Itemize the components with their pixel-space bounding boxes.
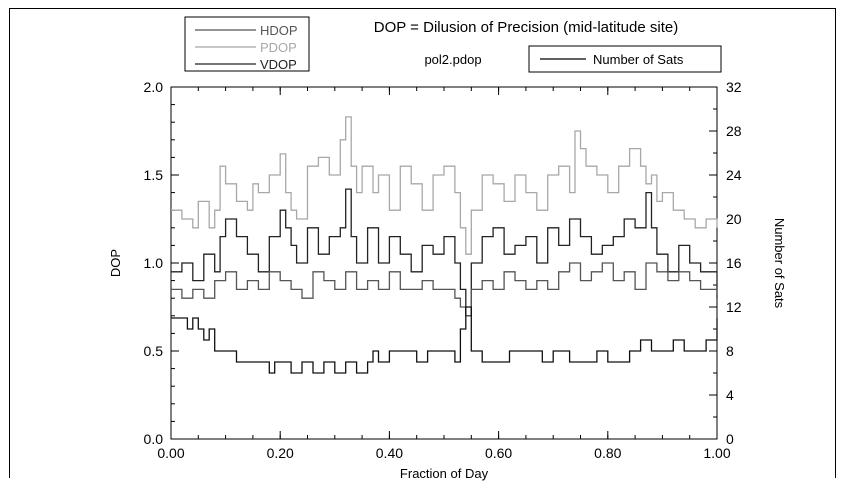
legend-label-pdop: PDOP (260, 40, 297, 55)
y2-tick-label: 20 (726, 211, 742, 227)
legend-label-vdop: VDOP (260, 57, 297, 72)
y-axis-label: DOP (108, 249, 123, 277)
plot-area (170, 86, 718, 440)
series-line-hdop (171, 262, 718, 317)
legend-sats: Number of Sats (528, 45, 722, 73)
y2-tick-label: 28 (726, 123, 742, 139)
y2-axis-label: Number of Sats (772, 218, 787, 309)
y-tick-label: 2.0 (144, 79, 164, 95)
legend-dop: HDOP PDOP VDOP (184, 16, 310, 72)
y2-tick-label: 12 (726, 299, 742, 315)
series-line-pdop (171, 116, 718, 255)
x-tick-label: 0.20 (267, 445, 294, 461)
x-tick-label: 0.80 (594, 445, 621, 461)
y-tick-label: 0.5 (144, 343, 164, 359)
y2-tick-label: 16 (726, 255, 742, 271)
x-tick-label: 0.60 (485, 445, 512, 461)
legend-label-number-of-sats: Number of Sats (593, 52, 684, 67)
legend-label-hdop: HDOP (260, 23, 298, 38)
y2-tick-label: 24 (726, 167, 742, 183)
series-line-number-of-sats (171, 306, 718, 374)
y-tick-label: 0.0 (144, 431, 164, 447)
chart-title: DOP = Dilusion of Precision (mid-latitud… (374, 19, 678, 36)
y2-tick-label: 4 (726, 387, 734, 403)
series-line-vdop (171, 188, 718, 317)
y-tick-label: 1.5 (144, 167, 164, 183)
x-tick-label: 1.00 (703, 445, 730, 461)
y2-tick-label: 0 (726, 431, 734, 447)
y2-tick-label: 32 (726, 79, 742, 95)
x-axis-label: Fraction of Day (400, 466, 489, 481)
x-tick-label: 0.40 (376, 445, 403, 461)
x-tick-label: 0.00 (157, 445, 184, 461)
plot-frame (9, 8, 836, 478)
y2-tick-label: 8 (726, 343, 734, 359)
y-tick-label: 1.0 (144, 255, 164, 271)
chart-subtitle: pol2.pdop (424, 52, 481, 67)
